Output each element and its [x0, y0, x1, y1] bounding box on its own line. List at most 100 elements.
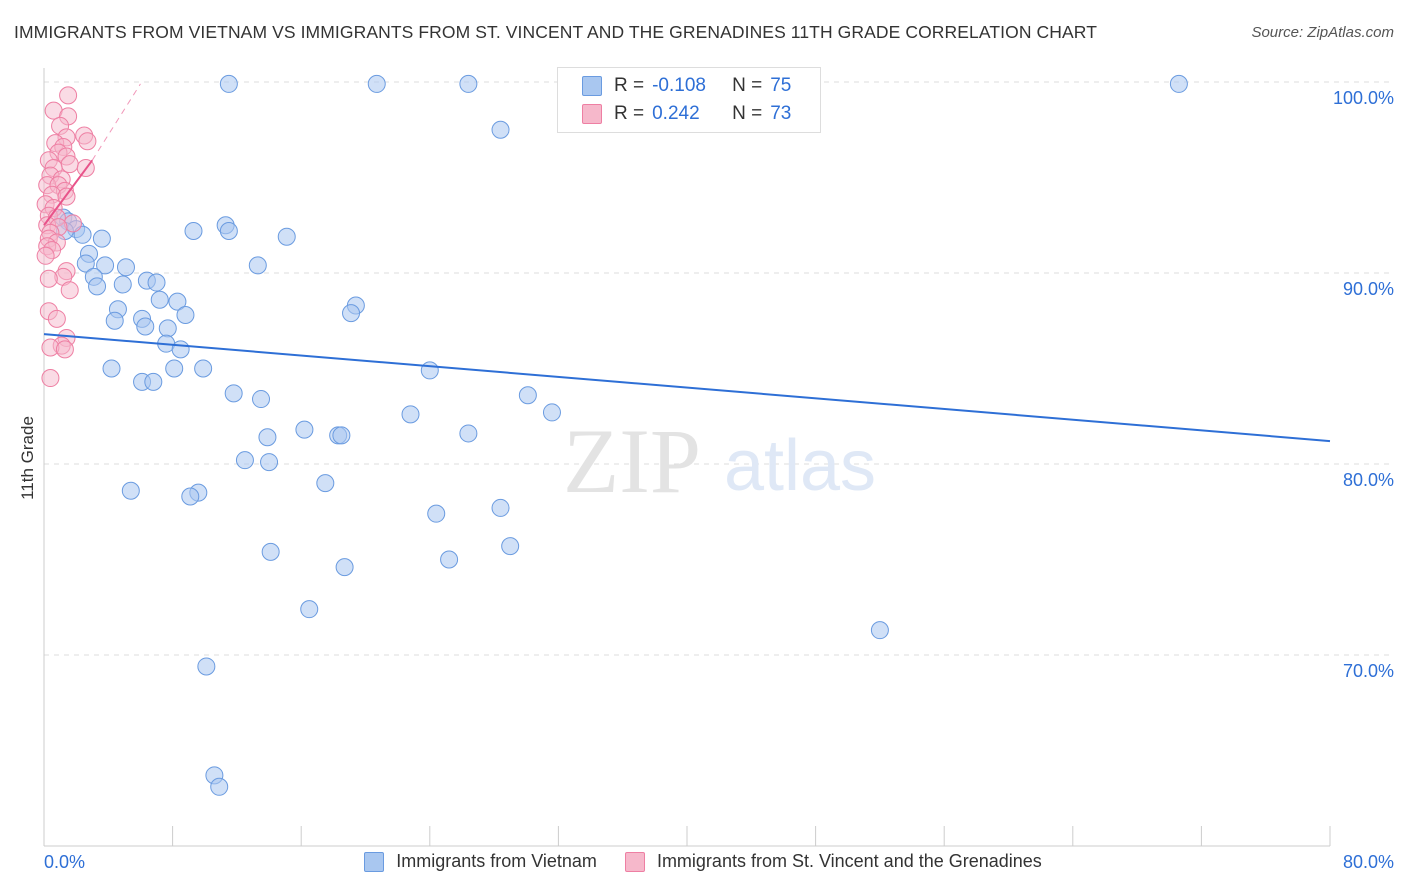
point-vietnam [261, 542, 280, 561]
legend-r-value-stvincent: 0.242 [652, 103, 700, 124]
point-vietnam [184, 221, 203, 240]
point-vietnam [252, 390, 271, 409]
point-stvincent [60, 281, 79, 300]
point-stvincent [36, 246, 55, 265]
point-vietnam [116, 258, 135, 277]
y-tick-label: 70.0% [1343, 661, 1394, 681]
point-vietnam [248, 256, 267, 275]
point-vietnam [150, 290, 169, 309]
point-stvincent [41, 369, 60, 388]
series-legend: Immigrants from Vietnam Immigrants from … [0, 851, 1406, 872]
point-vietnam [165, 359, 184, 378]
point-vietnam [197, 657, 216, 676]
trendline-vietnam [43, 333, 1331, 443]
y-tick-label: 90.0% [1343, 279, 1394, 299]
legend-row-stvincent: R = 0.242 N = 73 [582, 101, 791, 127]
point-vietnam [224, 384, 243, 403]
point-stvincent [55, 340, 74, 359]
point-vietnam [210, 777, 229, 796]
trendline-stvincent-extension [91, 83, 141, 161]
data-points [36, 74, 1188, 796]
point-vietnam [105, 311, 124, 330]
correlation-legend: R = -0.108 N = 75 R = 0.242 N = 73 [557, 67, 821, 133]
y-tick-labels: 100.0% 90.0% 80.0% 70.0% [1333, 88, 1394, 681]
point-vietnam [459, 424, 478, 443]
point-vietnam [542, 403, 561, 422]
point-vietnam [316, 474, 335, 493]
point-vietnam [335, 558, 354, 577]
point-vietnam [491, 120, 510, 139]
series-label-vietnam: Immigrants from Vietnam [396, 851, 597, 871]
point-vietnam [92, 229, 111, 248]
point-vietnam [332, 426, 351, 445]
point-vietnam [1169, 74, 1188, 93]
point-vietnam [194, 359, 213, 378]
point-vietnam [121, 481, 140, 500]
legend-swatch-stvincent [582, 104, 602, 124]
point-vietnam [181, 487, 200, 506]
series-legend-vietnam[interactable]: Immigrants from Vietnam [364, 851, 597, 872]
point-vietnam [219, 221, 238, 240]
point-vietnam [171, 340, 190, 359]
point-vietnam [440, 550, 459, 569]
point-vietnam [300, 600, 319, 619]
point-vietnam [96, 256, 115, 275]
gridlines [44, 81, 1394, 656]
point-stvincent [47, 309, 66, 328]
y-tick-label: 100.0% [1333, 88, 1394, 108]
legend-n-label: N = [732, 103, 763, 124]
source-credit: Source: ZipAtlas.com [1251, 24, 1394, 41]
point-vietnam [260, 453, 279, 472]
legend-n-label: N = [732, 75, 763, 96]
point-vietnam [401, 405, 420, 424]
point-vietnam [102, 359, 121, 378]
chart-title: IMMIGRANTS FROM VIETNAM VS IMMIGRANTS FR… [14, 22, 1097, 42]
point-vietnam [870, 621, 889, 640]
point-vietnam [144, 372, 163, 391]
x-tick-label-min: 0.0% [44, 852, 86, 872]
x-tick-label-max: 80.0% [1342, 852, 1394, 872]
point-vietnam [136, 317, 155, 336]
point-vietnam [88, 277, 107, 296]
point-vietnam [235, 451, 254, 470]
series-legend-stvincent[interactable]: Immigrants from St. Vincent and the Gren… [624, 851, 1042, 872]
point-stvincent [60, 155, 79, 174]
point-vietnam [491, 498, 510, 517]
point-vietnam [258, 428, 277, 447]
legend-swatch-vietnam [582, 76, 602, 96]
legend-r-label: R = [614, 75, 645, 96]
point-vietnam [367, 74, 386, 93]
trend-lines [43, 83, 1331, 443]
trendline-stvincent [43, 159, 94, 226]
point-vietnam [501, 537, 520, 556]
point-stvincent [78, 132, 97, 151]
point-vietnam [219, 74, 238, 93]
legend-n-value-vietnam: 75 [770, 75, 792, 96]
legend-n-value-stvincent: 73 [770, 103, 792, 124]
point-vietnam [277, 227, 296, 246]
y-tick-label: 80.0% [1343, 470, 1394, 490]
point-vietnam [420, 361, 439, 380]
watermark-atlas: atlas [724, 426, 876, 506]
point-vietnam [295, 420, 314, 439]
point-vietnam [76, 254, 95, 273]
point-vietnam [113, 275, 132, 294]
point-vietnam [147, 273, 166, 292]
legend-r-label: R = [614, 103, 645, 124]
point-vietnam [158, 319, 177, 338]
point-vietnam [342, 304, 361, 323]
legend-r-value-vietnam: -0.108 [652, 75, 706, 96]
series-label-stvincent: Immigrants from St. Vincent and the Gren… [656, 851, 1042, 871]
point-vietnam [73, 225, 92, 244]
point-vietnam [518, 386, 537, 405]
point-vietnam [176, 306, 195, 325]
y-axis-label: 11th Grade [18, 416, 37, 500]
series-swatch-vietnam [364, 851, 385, 872]
point-stvincent [39, 269, 58, 288]
point-vietnam [427, 504, 446, 523]
point-vietnam [459, 74, 478, 93]
point-vietnam [168, 292, 187, 311]
point-stvincent [59, 86, 78, 105]
watermark-zip: ZIP [563, 410, 701, 512]
